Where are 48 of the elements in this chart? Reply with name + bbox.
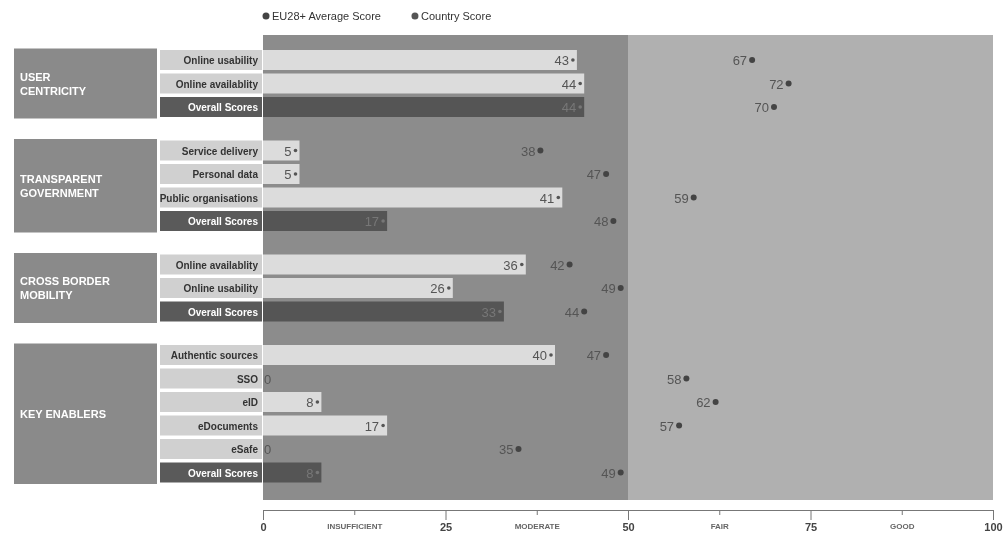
text: USER CENTRICITY bbox=[20, 70, 87, 97]
data-label: 57 bbox=[659, 418, 675, 434]
y-tick-label: Personal data bbox=[192, 169, 259, 180]
data-label: 40 bbox=[532, 348, 547, 363]
data-label: 5 bbox=[284, 167, 292, 182]
y-tick-label: Overall Scores bbox=[187, 102, 259, 113]
data-label: 58 bbox=[666, 371, 682, 387]
y-tick-label: Public organisations bbox=[159, 192, 259, 204]
data-label: 44 bbox=[561, 76, 577, 92]
y-tick-label: Service delivery bbox=[181, 145, 259, 157]
y-tick-label: Online availablity bbox=[175, 78, 259, 90]
text: KEY ENABLERS bbox=[20, 407, 106, 420]
y-tick-label: Overall Scores bbox=[187, 306, 259, 318]
data-label: 43 bbox=[554, 53, 569, 68]
x-tick-label: FAIR bbox=[710, 521, 730, 531]
y-tick-label: Overall Scores bbox=[187, 467, 259, 479]
data-label: 26 bbox=[430, 281, 445, 296]
y-tick-label: Online usability bbox=[183, 283, 259, 294]
y-tick-label: eSafe bbox=[231, 444, 259, 455]
data-label: 67 bbox=[732, 53, 748, 68]
legend-label: Country Score bbox=[420, 10, 492, 22]
data-label: 70 bbox=[754, 100, 769, 115]
x-tick-label: MODERATE bbox=[514, 521, 561, 531]
x-tick-label: 50 bbox=[622, 520, 635, 533]
data-label: 72 bbox=[769, 76, 784, 92]
x-tick-label: 25 bbox=[439, 520, 453, 533]
y-tick-label: eID bbox=[242, 397, 258, 408]
x-tick-label: 0 bbox=[260, 520, 267, 533]
x-tick-label: GOOD bbox=[890, 521, 915, 531]
y-tick-label: Overall Scores bbox=[187, 216, 259, 227]
data-label: 41 bbox=[539, 190, 555, 206]
x-tick-label: 100 bbox=[984, 520, 1003, 533]
legend-label: EU28+ Average Score bbox=[272, 10, 381, 22]
y-tick-label: Authentic sources bbox=[170, 350, 259, 361]
data-label: 5 bbox=[284, 143, 292, 159]
data-label: 8 bbox=[306, 395, 314, 410]
data-label: 36 bbox=[503, 257, 518, 273]
text: CROSS BORDER MOBILITY bbox=[20, 275, 110, 301]
x-tick-label: 75 bbox=[804, 520, 818, 533]
y-tick-label: SSO bbox=[236, 373, 259, 385]
y-tick-label: Online usability bbox=[183, 55, 259, 66]
data-label: 17 bbox=[364, 418, 380, 434]
text: TRANSPARENT GOVERNMENT bbox=[20, 172, 103, 199]
y-tick-label: eDocuments bbox=[197, 420, 259, 432]
y-tick-label: Online availablity bbox=[175, 259, 259, 271]
data-label: 59 bbox=[674, 190, 689, 206]
data-label: 62 bbox=[696, 395, 711, 410]
x-tick-label: INSUFFICIENT bbox=[327, 521, 383, 531]
